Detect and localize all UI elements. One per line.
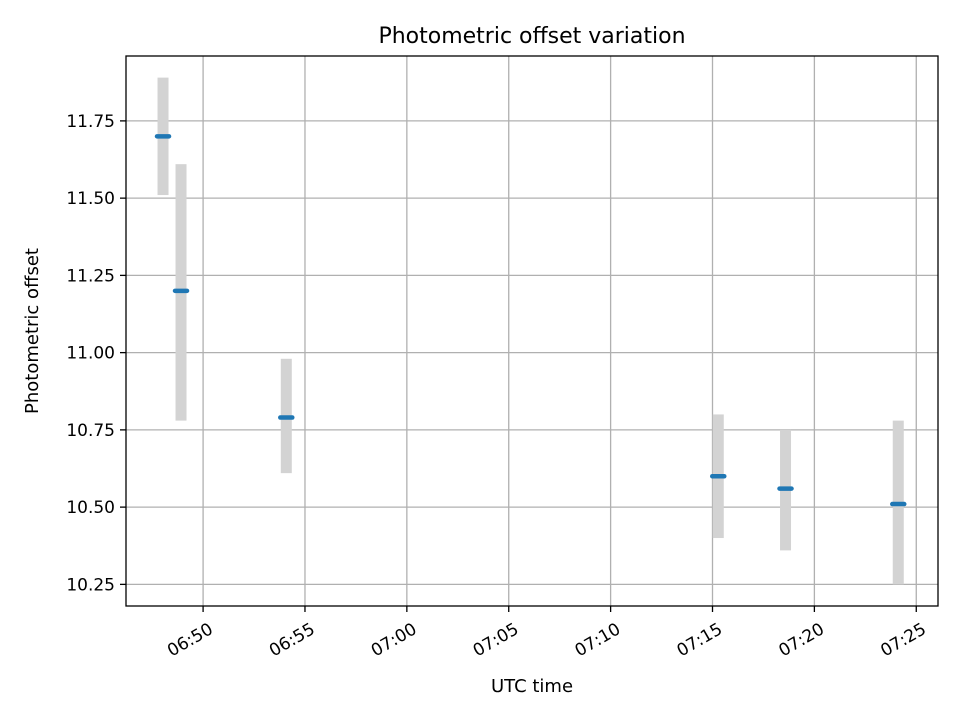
chart-title: Photometric offset variation <box>378 24 685 49</box>
y-axis-label: Photometric offset <box>22 248 43 414</box>
y-tick-label: 11.00 <box>66 344 115 364</box>
grid-layer <box>126 56 938 606</box>
y-tick-label: 11.25 <box>66 266 115 286</box>
y-tick-label: 10.75 <box>66 421 115 441</box>
x-axis-label: UTC time <box>491 676 573 697</box>
y-tick-label: 10.25 <box>66 575 115 595</box>
y-tick-label: 11.50 <box>66 189 115 209</box>
point-layer <box>154 134 907 507</box>
y-tick-label: 10.50 <box>66 498 115 518</box>
y-tick-label: 11.75 <box>66 112 115 132</box>
plot-frame <box>125 55 939 607</box>
